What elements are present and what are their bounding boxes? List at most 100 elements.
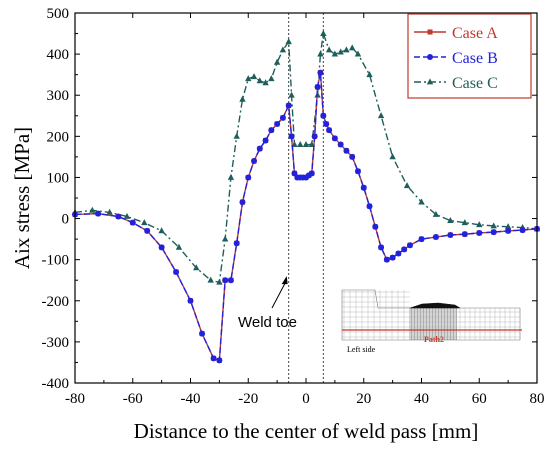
series-point	[366, 71, 373, 78]
legend-label: Case B	[452, 50, 498, 67]
series-point	[256, 145, 263, 152]
series-point	[288, 133, 295, 140]
series-point	[222, 277, 229, 284]
series-point	[233, 240, 240, 247]
weld-toe-arrow	[271, 279, 288, 309]
series-point	[268, 127, 275, 134]
series-point	[337, 141, 344, 148]
series-point	[325, 46, 333, 53]
y-tick-label: 100	[47, 170, 70, 186]
series-point	[377, 112, 385, 119]
series-point	[221, 235, 229, 242]
y-tick-label: -100	[42, 253, 70, 269]
series-point	[262, 137, 269, 144]
series-point	[337, 48, 344, 55]
inset-path2-label: Path2	[424, 335, 444, 344]
series-point	[354, 168, 361, 175]
series-point	[447, 232, 454, 238]
series-point	[227, 277, 234, 284]
weld-bead	[409, 302, 461, 309]
series-point	[360, 184, 367, 191]
series-point	[245, 75, 252, 82]
series-point	[285, 102, 292, 109]
series-point	[279, 114, 286, 121]
series-point	[297, 140, 304, 147]
legend-label: Case C	[452, 75, 498, 92]
series-point	[129, 219, 136, 226]
series-point	[262, 79, 269, 86]
legend-item-case-a: Case A	[414, 25, 498, 42]
inset-left-side-label: Left side	[347, 345, 376, 354]
series-point	[317, 50, 324, 57]
legend-swatch-marker	[427, 29, 433, 35]
y-axis-label: Aix stress [MPa]	[10, 127, 34, 269]
series-point	[285, 38, 292, 45]
axis-ticks: -80 -60 -40 -20 0 20 40 60 80-400-300-200-100010…	[42, 6, 545, 407]
series-point	[95, 210, 102, 217]
series-point	[256, 77, 263, 84]
weld-toe-label: Weld toe	[238, 314, 297, 331]
series-point	[193, 264, 200, 271]
legend: Case A Case B Case C	[407, 13, 532, 99]
series-point	[317, 69, 324, 76]
series-point	[308, 170, 315, 177]
series-point	[320, 112, 327, 119]
x-tick-label: -60	[123, 391, 143, 407]
series-point	[89, 206, 96, 213]
series-point	[418, 236, 425, 243]
y-tick-label: 200	[47, 129, 70, 145]
series-point	[383, 256, 390, 263]
series-point	[144, 227, 151, 234]
inset-background	[342, 285, 525, 345]
series-point	[490, 222, 497, 229]
series-point	[461, 219, 469, 226]
series-point	[158, 244, 165, 251]
y-tick-label: 500	[47, 6, 70, 22]
series-point	[326, 127, 333, 134]
series-point	[175, 243, 183, 250]
x-tick-label: 20	[356, 391, 371, 407]
series-point	[279, 46, 287, 53]
series-point	[378, 244, 385, 251]
series-point	[389, 254, 396, 261]
legend-swatch-marker	[427, 54, 433, 60]
series-point	[343, 147, 350, 154]
series-point	[158, 227, 165, 234]
series-point	[432, 234, 439, 241]
series-point	[406, 242, 413, 249]
series-point	[141, 219, 148, 226]
weld-toe-annotation: Weld toe	[238, 276, 297, 331]
series-point	[311, 133, 318, 140]
series-point	[106, 208, 113, 215]
series-point	[250, 73, 258, 80]
series-point	[366, 203, 373, 210]
series-point	[320, 29, 327, 36]
series-point	[505, 227, 512, 234]
series-point	[323, 121, 330, 127]
legend-item-case-b: Case B	[414, 50, 498, 67]
legend-items: Case A Case B Case C	[414, 25, 498, 92]
x-tick-label: -80	[65, 391, 85, 407]
legend-label: Case A	[452, 25, 498, 42]
y-tick-label: -400	[42, 376, 70, 392]
x-tick-label: 60	[472, 391, 487, 407]
series-point	[432, 210, 440, 217]
x-axis-label: Distance to the center of weld pass [mm]	[134, 419, 479, 443]
x-tick-label: -40	[181, 391, 201, 407]
series-point	[447, 217, 454, 224]
series-point	[354, 50, 362, 57]
series-point	[476, 221, 483, 228]
series-point	[251, 158, 258, 164]
legend-item-case-c: Case C	[414, 75, 498, 92]
weld-toe-reference-lines	[288, 13, 324, 383]
series-point	[418, 198, 425, 205]
series-point	[331, 50, 339, 57]
series-point	[476, 229, 483, 236]
series-point	[343, 46, 350, 53]
series-point	[207, 276, 214, 283]
x-tick-label: -20	[238, 391, 258, 407]
x-tick-label: 40	[414, 391, 429, 407]
series-point	[210, 355, 217, 362]
y-tick-label: -300	[42, 335, 70, 351]
series-point	[216, 357, 223, 364]
